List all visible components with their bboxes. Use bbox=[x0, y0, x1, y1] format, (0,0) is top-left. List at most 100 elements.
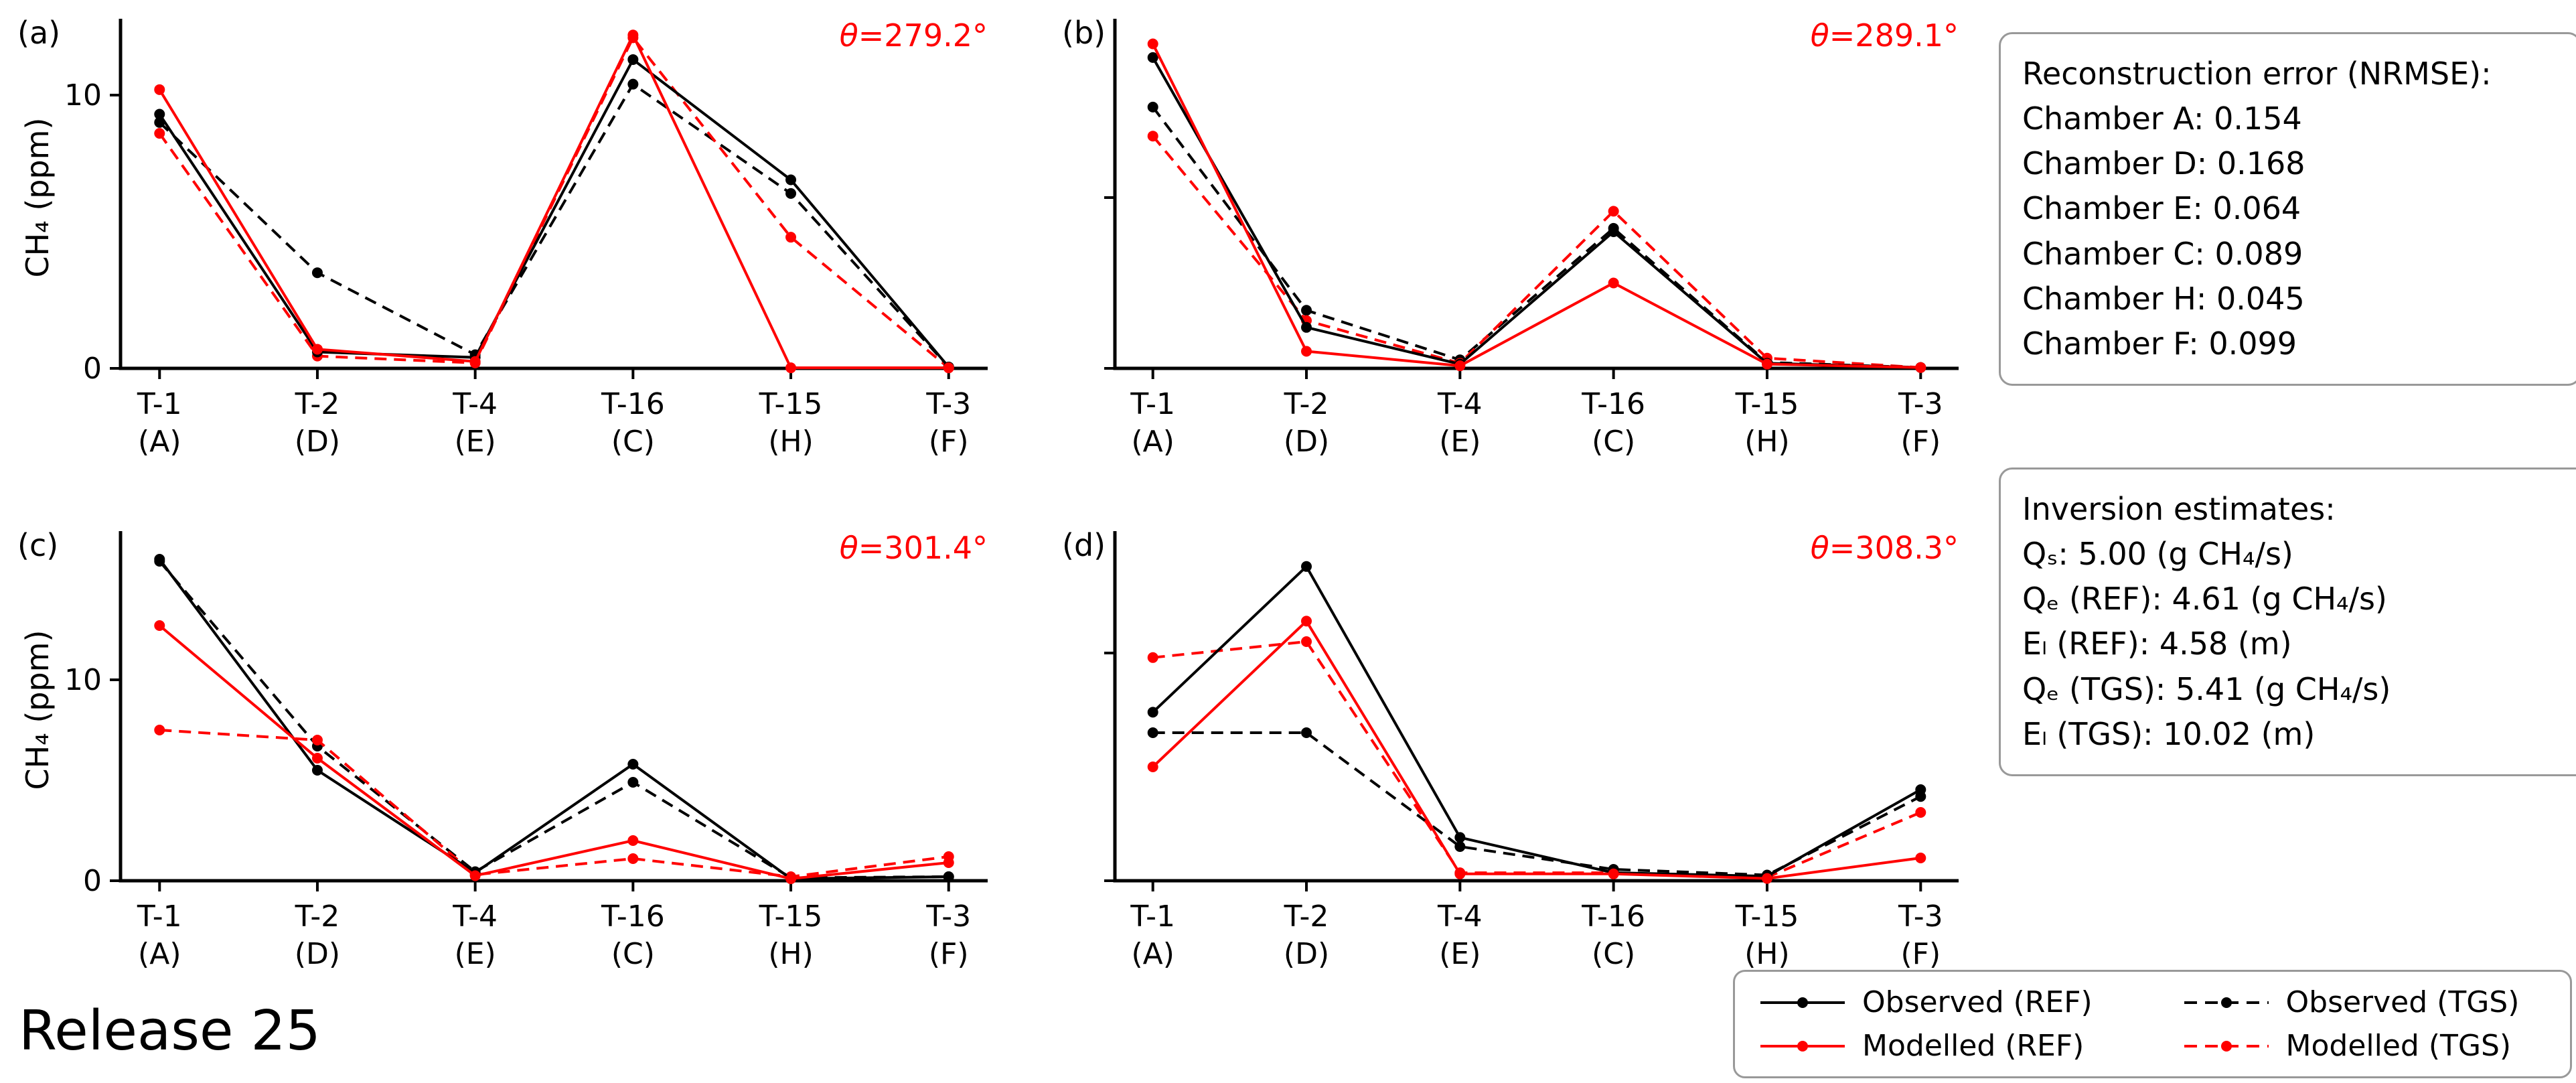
legend-label: Observed (TGS) bbox=[2285, 985, 2520, 1019]
nrmse-line: Chamber D: 0.168 bbox=[2022, 145, 2305, 182]
chart-panel-a: 0 10 T-1 (A) T-2 (D) T-4 (E) T-16 (C) T-15 (H) T-3 (F… bbox=[17, 15, 988, 459]
nrmse-line: Chamber F: 0.099 bbox=[2022, 325, 2297, 362]
svg-text:T-16: T-16 bbox=[601, 387, 665, 421]
nrmse-box: Reconstruction error (NRMSE): Chamber A:… bbox=[1999, 32, 2576, 386]
svg-text:(E): (E) bbox=[1439, 937, 1481, 971]
svg-text:T-2: T-2 bbox=[295, 899, 340, 934]
legend-label: Modelled (REF) bbox=[1862, 1029, 2085, 1063]
legend: Observed (REF) Modelled (REF) Observed (TG… bbox=[1733, 970, 2572, 1078]
svg-text:T-15: T-15 bbox=[1735, 899, 1799, 934]
legend-item: Observed (TGS) bbox=[2183, 985, 2547, 1019]
panel-b: T-1 (A) T-2 (D) T-4 (E) T-16 (C) T-15 (H) T-3 (F) (b… bbox=[1058, 3, 1989, 483]
panel-c: 0 10 T-1 (A) T-2 (D) T-4 (E) T-16 (C) T-15 (H) T-3 (F… bbox=[13, 516, 1018, 995]
svg-text:(C): (C) bbox=[1592, 425, 1635, 459]
svg-text:(F): (F) bbox=[929, 425, 969, 459]
svg-text:T-1: T-1 bbox=[1130, 387, 1175, 421]
svg-text:10: 10 bbox=[64, 663, 102, 697]
svg-text:CH₄ (ppm): CH₄ (ppm) bbox=[19, 118, 56, 278]
svg-text:T-1: T-1 bbox=[1130, 899, 1175, 934]
svg-text:10: 10 bbox=[64, 78, 102, 113]
inversion-title: Inversion estimates: bbox=[2022, 491, 2336, 527]
svg-text:θ=308.3°: θ=308.3° bbox=[1811, 530, 1959, 566]
chart-panel-b: T-1 (A) T-2 (D) T-4 (E) T-16 (C) T-15 (H) T-3 (F) (b… bbox=[1062, 15, 1959, 459]
legend-item: Modelled (REF) bbox=[1759, 1029, 2123, 1063]
svg-text:T-2: T-2 bbox=[1284, 899, 1329, 934]
inversion-line: Qₑ (TGS): 5.41 (g CH₄/s) bbox=[2022, 670, 2391, 707]
inversion-line: Eₗ (REF): 4.58 (m) bbox=[2022, 626, 2292, 662]
inversion-box: Inversion estimates: Qₛ: 5.00 (g CH₄/s) Q… bbox=[1999, 467, 2576, 776]
svg-text:T-4: T-4 bbox=[1437, 387, 1483, 421]
svg-text:(a): (a) bbox=[17, 15, 60, 51]
svg-text:T-15: T-15 bbox=[759, 899, 823, 934]
svg-text:(E): (E) bbox=[1439, 425, 1481, 459]
panel-d: T-1 (A) T-2 (D) T-4 (E) T-16 (C) T-15 (H) T-3 (F) (d… bbox=[1058, 516, 1989, 995]
release-label: Release 25 bbox=[19, 999, 321, 1063]
panel-a: 0 10 T-1 (A) T-2 (D) T-4 (E) T-16 (C) T-15 (H) T-3 (F… bbox=[13, 3, 1018, 483]
nrmse-lines: Chamber A: 0.154 Chamber D: 0.168 Chamber … bbox=[2022, 96, 2558, 366]
svg-text:(d): (d) bbox=[1062, 527, 1106, 563]
nrmse-line: Chamber E: 0.064 bbox=[2022, 190, 2301, 227]
legend-label: Observed (REF) bbox=[1862, 985, 2093, 1019]
nrmse-line: Chamber C: 0.089 bbox=[2022, 235, 2303, 272]
svg-text:(D): (D) bbox=[295, 937, 340, 971]
solid-line-sample bbox=[1760, 997, 1845, 1008]
chart-panel-d: T-1(A) T-2(D) T-4(E) T-16(C) T-15(H) T-3(F) (d… bbox=[1062, 527, 1959, 971]
svg-text:T-4: T-4 bbox=[452, 899, 498, 934]
svg-text:CH₄ (ppm): CH₄ (ppm) bbox=[19, 630, 56, 790]
svg-text:(H): (H) bbox=[768, 425, 813, 459]
svg-text:(E): (E) bbox=[455, 937, 496, 971]
svg-text:(A): (A) bbox=[138, 937, 181, 971]
nrmse-line: Chamber A: 0.154 bbox=[2022, 100, 2302, 137]
svg-text:T-1: T-1 bbox=[137, 899, 182, 934]
svg-text:T-3: T-3 bbox=[1898, 899, 1943, 934]
inversion-line: Eₗ (TGS): 10.02 (m) bbox=[2022, 715, 2316, 752]
inversion-lines: Qₛ: 5.00 (g CH₄/s) Qₑ (REF): 4.61 (g CH₄/… bbox=[2022, 532, 2568, 757]
svg-text:(A): (A) bbox=[138, 425, 181, 459]
svg-text:T-16: T-16 bbox=[1581, 387, 1645, 421]
svg-text:T-4: T-4 bbox=[1437, 899, 1483, 934]
svg-text:θ=289.1°: θ=289.1° bbox=[1811, 17, 1959, 54]
svg-text:(D): (D) bbox=[1284, 937, 1329, 971]
legend-label: Modelled (TGS) bbox=[2285, 1029, 2512, 1063]
svg-text:(F): (F) bbox=[1900, 425, 1941, 459]
svg-text:(F): (F) bbox=[929, 937, 969, 971]
legend-item: Modelled (TGS) bbox=[2183, 1029, 2547, 1063]
svg-text:T-16: T-16 bbox=[601, 899, 665, 934]
inversion-line: Qₑ (REF): 4.61 (g CH₄/s) bbox=[2022, 581, 2387, 618]
svg-text:(C): (C) bbox=[1592, 937, 1635, 971]
svg-text:T-1: T-1 bbox=[137, 387, 182, 421]
svg-text:T-4: T-4 bbox=[452, 387, 498, 421]
legend-grid: Observed (REF) Modelled (REF) Observed (TG… bbox=[1759, 985, 2546, 1063]
svg-text:θ=301.4°: θ=301.4° bbox=[840, 530, 988, 566]
svg-text:0: 0 bbox=[83, 864, 102, 898]
svg-text:T-15: T-15 bbox=[759, 387, 823, 421]
svg-text:(C): (C) bbox=[611, 937, 655, 971]
svg-text:(D): (D) bbox=[1284, 425, 1329, 459]
svg-text:(H): (H) bbox=[1744, 937, 1789, 971]
svg-text:(H): (H) bbox=[768, 937, 813, 971]
legend-item: Observed (REF) bbox=[1759, 985, 2123, 1019]
svg-text:T-15: T-15 bbox=[1735, 387, 1799, 421]
svg-text:(H): (H) bbox=[1744, 425, 1789, 459]
dashed-line-sample bbox=[2184, 997, 2269, 1008]
svg-text:(A): (A) bbox=[1131, 937, 1174, 971]
svg-text:T-16: T-16 bbox=[1581, 899, 1645, 934]
nrmse-line: Chamber H: 0.045 bbox=[2022, 280, 2305, 317]
svg-text:(E): (E) bbox=[455, 425, 496, 459]
svg-text:T-2: T-2 bbox=[295, 387, 340, 421]
nrmse-title: Reconstruction error (NRMSE): bbox=[2022, 56, 2492, 92]
svg-text:(C): (C) bbox=[611, 425, 655, 459]
svg-text:0: 0 bbox=[83, 352, 102, 386]
solid-line-sample bbox=[1760, 1040, 1845, 1052]
svg-text:(b): (b) bbox=[1062, 15, 1106, 51]
svg-text:(A): (A) bbox=[1131, 425, 1174, 459]
svg-text:T-2: T-2 bbox=[1284, 387, 1329, 421]
svg-text:(F): (F) bbox=[1900, 937, 1941, 971]
svg-text:(D): (D) bbox=[295, 425, 340, 459]
chart-panel-c: 0 10 T-1(A) T-2(D) T-4(E) T-16(C) T-15(H) T-3(F… bbox=[17, 527, 988, 971]
svg-text:θ=279.2°: θ=279.2° bbox=[840, 17, 988, 54]
inversion-line: Qₛ: 5.00 (g CH₄/s) bbox=[2022, 536, 2293, 573]
svg-text:T-3: T-3 bbox=[925, 387, 971, 421]
svg-text:T-3: T-3 bbox=[1898, 387, 1943, 421]
